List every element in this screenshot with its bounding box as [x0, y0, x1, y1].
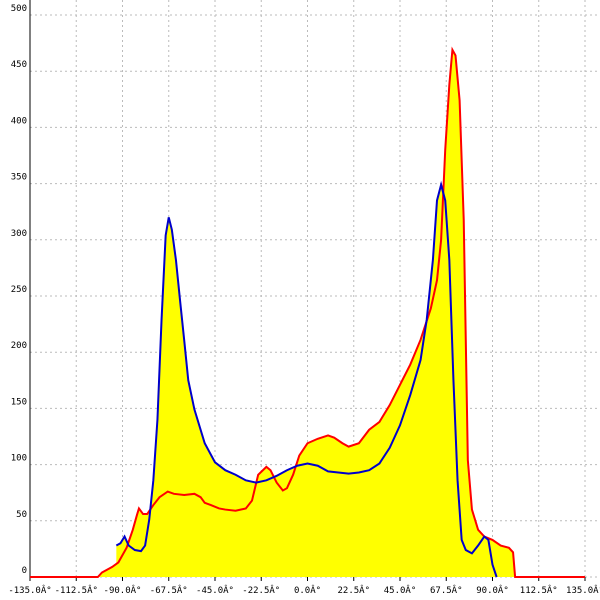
line — [115, 180, 498, 578]
y-tick-label: 150 — [11, 397, 27, 407]
x-tick-label: 22.5Â° — [337, 584, 370, 596]
x-tick-label: -112.5Â° — [55, 584, 98, 596]
x-tick-label: -45.0Â° — [196, 584, 234, 596]
area — [116, 184, 497, 577]
y-tick-label: 200 — [11, 341, 27, 351]
x-tick-label: 67.5Â° — [430, 584, 463, 596]
y-tick-label: 50 — [16, 510, 27, 520]
y-tick-label: 300 — [11, 229, 27, 239]
y-tick-label: 0 — [22, 566, 27, 576]
y-tick-label: 400 — [11, 116, 27, 126]
y-tick-label: 100 — [11, 454, 27, 464]
x-tick-label: 0.0Â° — [294, 584, 321, 596]
x-tick-label: 135.0Â° — [566, 584, 600, 596]
y-tick-label: 250 — [11, 285, 27, 295]
x-tick-label: -67.5Â° — [150, 584, 188, 596]
y-tick-label: 500 — [11, 4, 27, 14]
y-tick-label: 350 — [11, 173, 27, 183]
x-tick-label: 112.5Â° — [520, 584, 558, 596]
x-tick-label: -90.0Â° — [104, 584, 142, 596]
line — [30, 46, 585, 578]
x-tick-label: -22.5Â° — [242, 584, 280, 596]
x-tick-label: 45.0Â° — [384, 584, 417, 596]
x-tick-label: -135.0Â° — [8, 584, 51, 596]
x-tick-label: 90.0Â° — [476, 584, 509, 596]
y-tick-label: 450 — [11, 60, 27, 70]
